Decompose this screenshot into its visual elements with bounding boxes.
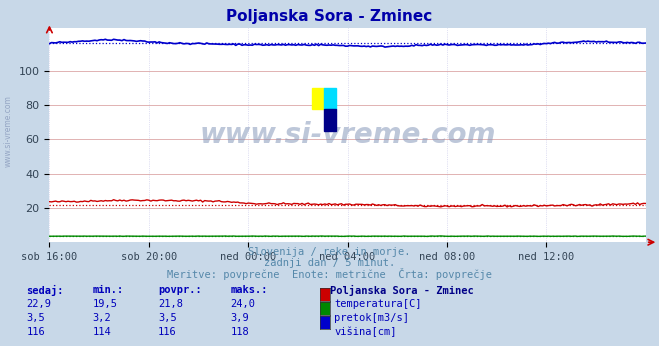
Bar [312,88,324,109]
Text: 3,5: 3,5 [26,313,45,323]
Text: povpr.:: povpr.: [158,285,202,295]
Text: min.:: min.: [92,285,123,295]
Bar [324,109,335,131]
Text: maks.:: maks.: [231,285,268,295]
Text: Poljanska Sora - Zminec: Poljanska Sora - Zminec [227,9,432,24]
Text: Poljanska Sora - Zminec: Poljanska Sora - Zminec [330,285,473,297]
Text: 3,9: 3,9 [231,313,249,323]
Text: 22,9: 22,9 [26,299,51,309]
Text: zadnji dan / 5 minut.: zadnji dan / 5 minut. [264,258,395,268]
Text: pretok[m3/s]: pretok[m3/s] [334,313,409,323]
Text: 3,5: 3,5 [158,313,177,323]
Text: temperatura[C]: temperatura[C] [334,299,422,309]
Bar [324,88,335,109]
Text: 114: 114 [92,327,111,337]
Text: 21,8: 21,8 [158,299,183,309]
Text: 116: 116 [158,327,177,337]
Text: Meritve: povprečne  Enote: metrične  Črta: povprečje: Meritve: povprečne Enote: metrične Črta:… [167,268,492,280]
Text: www.si-vreme.com: www.si-vreme.com [200,121,496,149]
Text: 116: 116 [26,327,45,337]
Text: 24,0: 24,0 [231,299,256,309]
Text: www.si-vreme.com: www.si-vreme.com [3,95,13,167]
Text: 3,2: 3,2 [92,313,111,323]
Text: Slovenija / reke in morje.: Slovenija / reke in morje. [248,247,411,257]
Text: sedaj:: sedaj: [26,285,64,297]
Text: 19,5: 19,5 [92,299,117,309]
Text: 118: 118 [231,327,249,337]
Text: višina[cm]: višina[cm] [334,327,397,337]
